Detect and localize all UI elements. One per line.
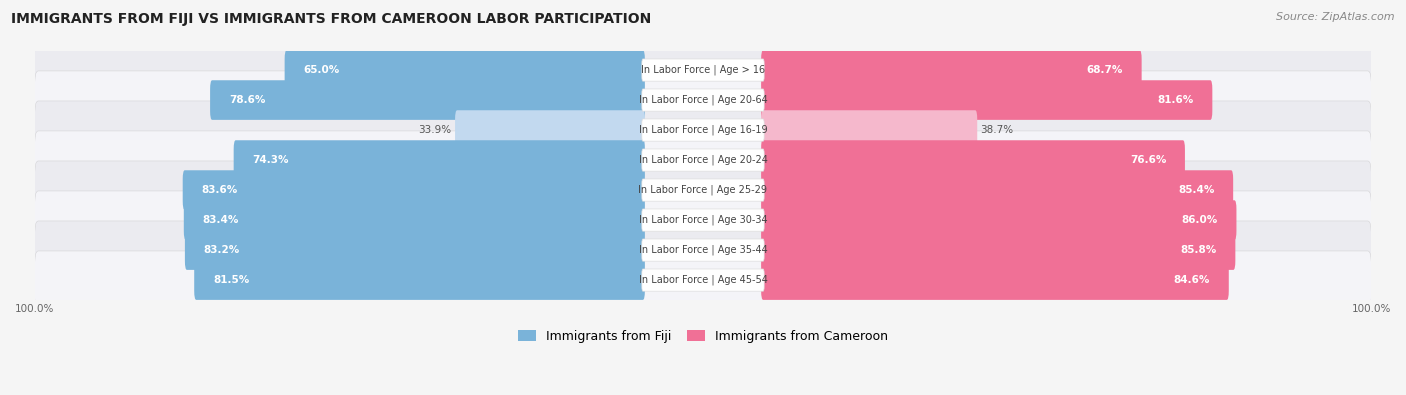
FancyBboxPatch shape: [761, 50, 1142, 90]
Text: 76.6%: 76.6%: [1130, 155, 1166, 165]
Text: In Labor Force | Age 20-64: In Labor Force | Age 20-64: [638, 95, 768, 105]
Text: 68.7%: 68.7%: [1087, 65, 1123, 75]
FancyBboxPatch shape: [35, 41, 1371, 99]
FancyBboxPatch shape: [643, 209, 763, 231]
Text: IMMIGRANTS FROM FIJI VS IMMIGRANTS FROM CAMEROON LABOR PARTICIPATION: IMMIGRANTS FROM FIJI VS IMMIGRANTS FROM …: [11, 12, 651, 26]
FancyBboxPatch shape: [184, 200, 645, 240]
FancyBboxPatch shape: [643, 149, 763, 171]
FancyBboxPatch shape: [209, 80, 645, 120]
Text: 83.2%: 83.2%: [204, 245, 240, 255]
Text: In Labor Force | Age 25-29: In Labor Force | Age 25-29: [638, 185, 768, 195]
FancyBboxPatch shape: [643, 89, 763, 111]
FancyBboxPatch shape: [643, 119, 763, 141]
FancyBboxPatch shape: [761, 170, 1233, 210]
Text: 65.0%: 65.0%: [304, 65, 340, 75]
Text: 38.7%: 38.7%: [980, 125, 1014, 135]
FancyBboxPatch shape: [35, 71, 1371, 129]
Legend: Immigrants from Fiji, Immigrants from Cameroon: Immigrants from Fiji, Immigrants from Ca…: [513, 325, 893, 348]
FancyBboxPatch shape: [35, 131, 1371, 189]
Text: In Labor Force | Age 35-44: In Labor Force | Age 35-44: [638, 245, 768, 255]
FancyBboxPatch shape: [456, 110, 645, 150]
Text: 78.6%: 78.6%: [229, 95, 266, 105]
Text: 81.6%: 81.6%: [1157, 95, 1194, 105]
FancyBboxPatch shape: [761, 200, 1236, 240]
Text: 86.0%: 86.0%: [1181, 215, 1218, 225]
Text: In Labor Force | Age 20-24: In Labor Force | Age 20-24: [638, 155, 768, 166]
FancyBboxPatch shape: [643, 269, 763, 291]
Text: In Labor Force | Age 45-54: In Labor Force | Age 45-54: [638, 275, 768, 285]
FancyBboxPatch shape: [35, 221, 1371, 279]
FancyBboxPatch shape: [35, 161, 1371, 219]
FancyBboxPatch shape: [35, 101, 1371, 159]
FancyBboxPatch shape: [643, 239, 763, 261]
FancyBboxPatch shape: [761, 140, 1185, 180]
FancyBboxPatch shape: [761, 110, 977, 150]
Text: 84.6%: 84.6%: [1174, 275, 1211, 285]
Text: 83.6%: 83.6%: [201, 185, 238, 195]
Text: 81.5%: 81.5%: [212, 275, 249, 285]
Text: 85.8%: 85.8%: [1181, 245, 1216, 255]
Text: 85.4%: 85.4%: [1178, 185, 1215, 195]
Text: 83.4%: 83.4%: [202, 215, 239, 225]
FancyBboxPatch shape: [284, 50, 645, 90]
FancyBboxPatch shape: [186, 230, 645, 270]
FancyBboxPatch shape: [35, 251, 1371, 309]
FancyBboxPatch shape: [233, 140, 645, 180]
Text: 33.9%: 33.9%: [419, 125, 451, 135]
FancyBboxPatch shape: [761, 260, 1229, 300]
Text: Source: ZipAtlas.com: Source: ZipAtlas.com: [1277, 12, 1395, 22]
FancyBboxPatch shape: [643, 179, 763, 201]
FancyBboxPatch shape: [183, 170, 645, 210]
Text: In Labor Force | Age > 16: In Labor Force | Age > 16: [641, 65, 765, 75]
FancyBboxPatch shape: [761, 80, 1212, 120]
FancyBboxPatch shape: [35, 191, 1371, 249]
Text: In Labor Force | Age 30-34: In Labor Force | Age 30-34: [638, 215, 768, 225]
FancyBboxPatch shape: [643, 59, 763, 81]
FancyBboxPatch shape: [194, 260, 645, 300]
Text: In Labor Force | Age 16-19: In Labor Force | Age 16-19: [638, 125, 768, 135]
FancyBboxPatch shape: [761, 230, 1236, 270]
Text: 74.3%: 74.3%: [253, 155, 288, 165]
